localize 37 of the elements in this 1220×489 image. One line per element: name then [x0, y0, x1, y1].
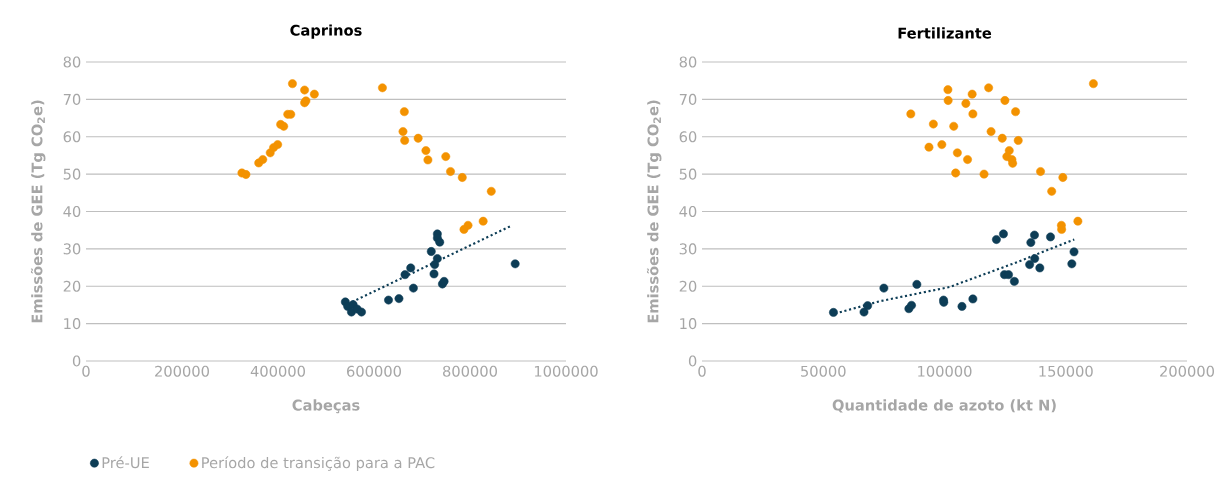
legend-label: Pré-UE	[102, 456, 149, 469]
y-tick-label: 60	[63, 131, 81, 143]
y-axis-title: Emissões de GEE (Tg CO$_{2}$e)	[30, 100, 46, 323]
y-axis-title: Emissões de GEE (Tg CO$_{2}$e)	[646, 100, 662, 323]
y-tick-label: 20	[679, 280, 697, 292]
x-tick-label: 0	[82, 365, 90, 377]
y-tick-label: 70	[679, 93, 697, 105]
x-tick-label: 800000	[443, 365, 497, 377]
chart-title: Caprinos	[290, 24, 362, 39]
x-tick-label: 1000000	[534, 365, 598, 377]
y-tick-label: 40	[679, 205, 697, 218]
x-tick-label: 150000	[1039, 365, 1093, 377]
y-tick-label: 0	[688, 355, 697, 367]
y-tick-label: 80	[63, 56, 81, 68]
x-tick-label: 50000	[801, 365, 846, 377]
y-tick-label: 50	[679, 168, 697, 180]
x-tick-label: 400000	[250, 365, 305, 377]
y-tick-label: 30	[679, 243, 697, 255]
x-tick-label: 200000	[1160, 365, 1214, 377]
y-tick-label: 20	[63, 280, 81, 292]
y-tick-label: 30	[63, 243, 81, 255]
chart-title: Fertilizante	[898, 27, 992, 39]
y-tick-label: 50	[63, 168, 81, 180]
x-tick-label: 600000	[347, 365, 401, 377]
y-tick-label: 80	[679, 56, 697, 68]
x-axis-title: Quantidade de azoto (kt N)	[832, 399, 1056, 413]
y-tick-label: 60	[679, 131, 697, 143]
y-tick-label: 10	[680, 318, 697, 330]
x-tick-label: 0	[698, 365, 706, 377]
x-tick-label: 200000	[155, 365, 209, 377]
legend-label: Período de transição para a PAC	[202, 456, 435, 472]
y-tick-label: 10	[64, 318, 81, 330]
y-tick-label: 0	[72, 355, 81, 367]
y-tick-label: 40	[63, 205, 81, 218]
x-tick-label: 100000	[918, 365, 972, 377]
y-tick-label: 70	[63, 93, 81, 105]
x-axis-title: Cabeças	[292, 399, 360, 414]
